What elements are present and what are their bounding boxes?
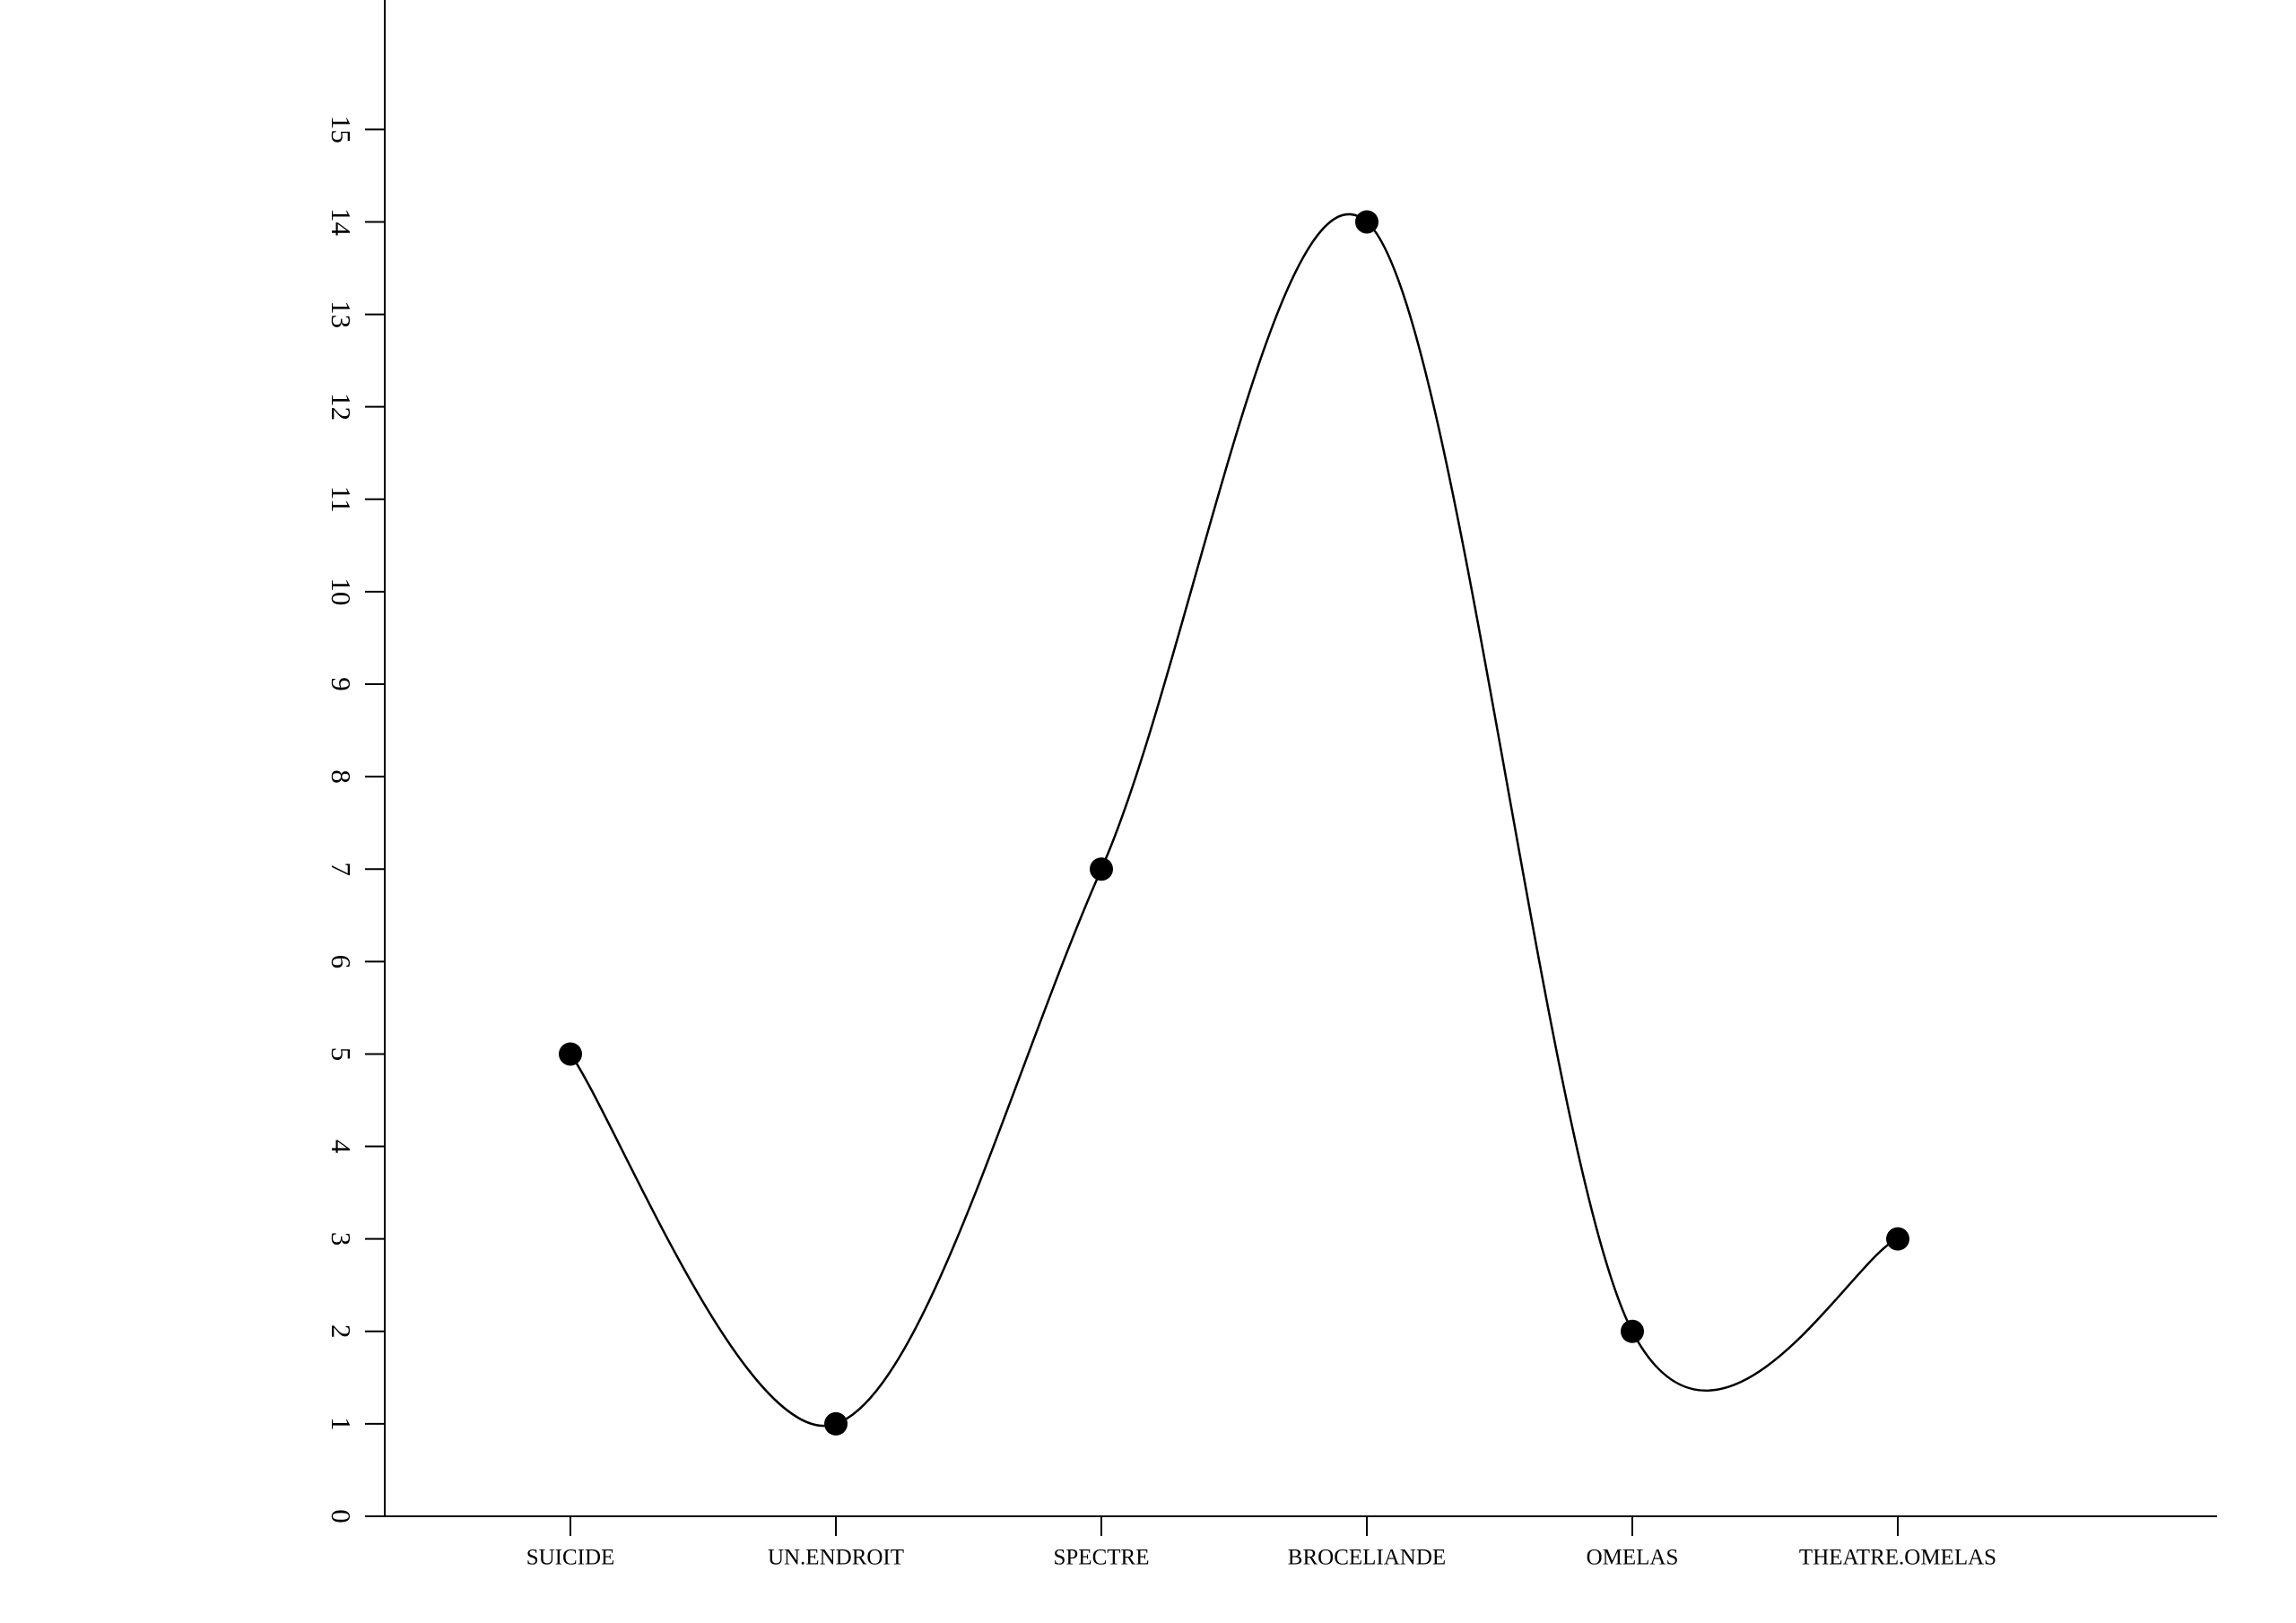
point [1621, 1319, 1644, 1343]
y-tick-label: 1 [326, 1417, 357, 1431]
x-tick-label: SUICIDE [526, 1546, 615, 1570]
point [1355, 210, 1378, 234]
y-tick-label: 4 [326, 1140, 357, 1154]
y-tick-label: 14 [326, 208, 357, 237]
y-tick-label: 3 [326, 1232, 357, 1246]
y-tick-label: 9 [326, 677, 357, 691]
x-tick-label: OMELAS [1587, 1546, 1679, 1570]
line [569, 213, 1899, 1428]
x-tick-label: SPECTRE [1054, 1546, 1150, 1570]
y-tick-label: 13 [326, 300, 357, 328]
y-tick-label: 5 [326, 1047, 357, 1062]
point [559, 1042, 582, 1066]
y-tick-label: 11 [326, 486, 357, 513]
y-tick-label: 6 [326, 955, 357, 969]
y-tick-label: 15 [326, 116, 357, 143]
x-tick-label: BROCELIANDE [1288, 1546, 1446, 1570]
y-tick-label: 12 [326, 393, 357, 421]
y-tick-label: 7 [326, 862, 357, 876]
y-tick-label: 10 [326, 577, 357, 605]
point [1090, 857, 1113, 881]
point [1886, 1227, 1909, 1251]
x-tick-label: THEATRE.OMELAS [1799, 1546, 1996, 1570]
y-tick-label: 0 [326, 1509, 357, 1523]
y-tick-label: 8 [326, 769, 357, 784]
point [824, 1411, 848, 1436]
x-tick-label: UN.ENDROIT [768, 1546, 904, 1570]
y-tick-label: 2 [326, 1324, 357, 1339]
